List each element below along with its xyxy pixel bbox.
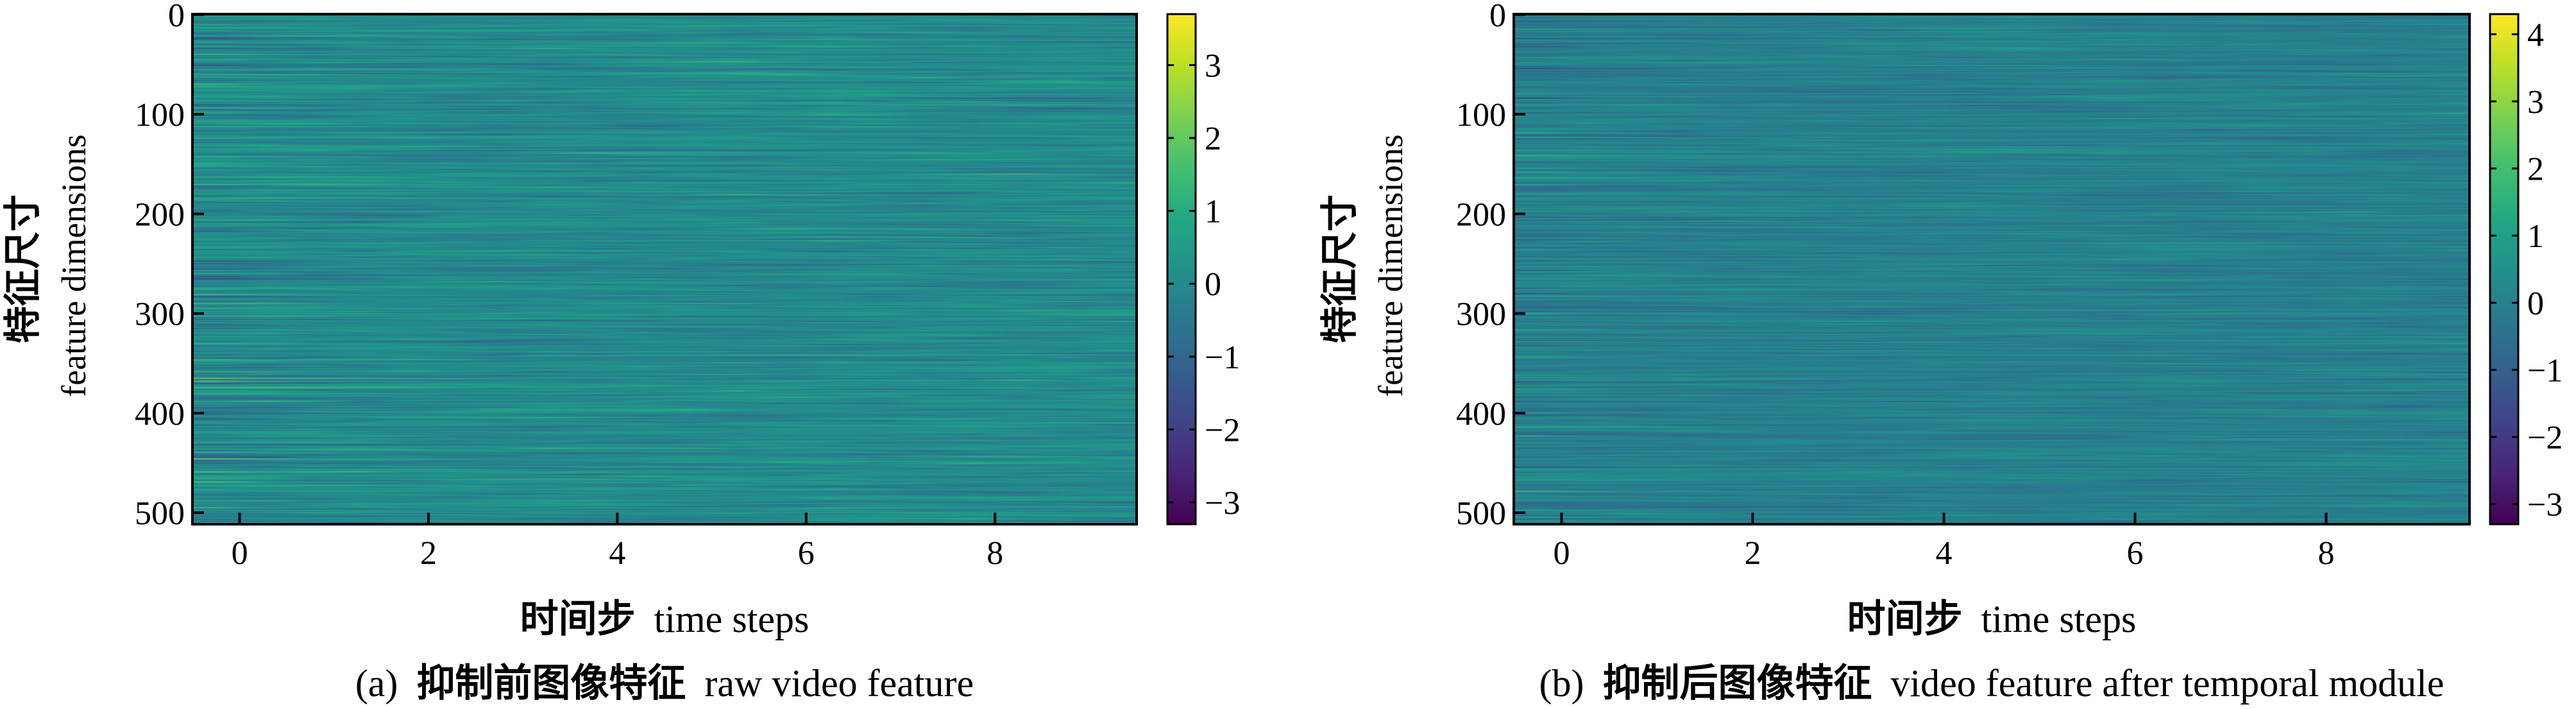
- colorbar-a: [1166, 13, 1197, 525]
- y-tick-label: 400: [1456, 396, 1506, 432]
- x-tick-label: 8: [2318, 535, 2335, 572]
- heatmap-panel-a: 0 2 4 6 8 0 100 200 300 400 500 特征尺寸 feature dime…: [2, 0, 1240, 705]
- x-axis-label-cn-b: 时间步: [1847, 598, 1963, 640]
- colorbar-tick-label: −1: [2527, 352, 2563, 389]
- y-axis-label-en-b: feature dimensions: [1371, 134, 1410, 397]
- x-tick-label: 6: [2127, 535, 2144, 572]
- heatmap-image-b: [1514, 14, 2470, 524]
- colorbar-tick-label: 1: [2527, 218, 2544, 255]
- colorbar-ticks-a: 3 2 1 0 −1 −2 −3: [1167, 48, 1240, 522]
- x-axis-label-en-b: time steps: [1981, 598, 2137, 640]
- x-tick-label: 8: [987, 535, 1003, 572]
- colorbar-tick-label: 2: [1205, 121, 1221, 157]
- caption-cn-b: 抑制后图像特征: [1603, 662, 1872, 705]
- heatmap-image-a: [192, 14, 1137, 524]
- caption-label-a: (a): [355, 662, 398, 705]
- x-axis-ticks-b: 0 2 4 6 8: [1554, 513, 2335, 572]
- colorbar-tick-label: −2: [1205, 412, 1240, 448]
- x-tick-label: 2: [420, 535, 437, 572]
- y-tick-label: 200: [1456, 196, 1506, 233]
- y-tick-label: 400: [135, 396, 185, 432]
- y-axis-label-en-a: feature dimensions: [55, 134, 93, 397]
- x-tick-label: 2: [1745, 535, 1761, 572]
- y-tick-label: 100: [1456, 97, 1506, 133]
- colorbar-tick-label: −3: [2527, 487, 2563, 524]
- x-tick-label: 0: [232, 535, 248, 572]
- x-tick-label: 4: [609, 535, 625, 572]
- x-axis-label-a: 时间步 time steps: [520, 598, 809, 640]
- colorbar-tick-label: 1: [1205, 194, 1221, 230]
- colorbar-tick-label: 3: [1205, 48, 1221, 85]
- caption-en-b: video feature after temporal module: [1891, 662, 2445, 705]
- y-tick-label: 300: [1456, 296, 1506, 333]
- y-tick-label: 0: [168, 0, 185, 34]
- y-tick-label: 200: [135, 196, 185, 233]
- y-tick-label: 0: [1489, 0, 1506, 34]
- caption-cn-a: 抑制前图像特征: [416, 662, 686, 705]
- caption-b: (b) 抑制后图像特征 video feature after temporal…: [1539, 662, 2445, 705]
- colorbar-tick-label: −2: [2527, 420, 2563, 456]
- colorbar-tick-label: 2: [2527, 151, 2544, 188]
- x-tick-label: 4: [1936, 535, 1953, 572]
- y-tick-label: 500: [1456, 495, 1506, 532]
- x-axis-label-b: 时间步 time steps: [1847, 598, 2137, 640]
- colorbar-tick-label: −3: [1205, 485, 1240, 522]
- y-tick-label: 300: [135, 296, 185, 333]
- colorbar-tick-label: 3: [2527, 84, 2544, 121]
- caption-a: (a) 抑制前图像特征 raw video feature: [355, 662, 974, 705]
- colorbar-tick-label: 4: [2527, 17, 2544, 53]
- y-axis-ticks-b: 0 100 200 300 400 500: [1456, 0, 1525, 532]
- plot-frame-a: [191, 13, 1138, 525]
- x-tick-label: 0: [1554, 535, 1570, 572]
- y-tick-label: 500: [135, 495, 185, 532]
- colorbar-tick-label: 0: [2527, 286, 2544, 322]
- caption-en-a: raw video feature: [704, 662, 974, 705]
- caption-label-b: (b): [1539, 662, 1584, 705]
- heatmap-panel-b: 0 2 4 6 8 0 100 200 300 400 500 特征尺寸 feature dime…: [1319, 0, 2563, 705]
- y-tick-label: 100: [135, 97, 185, 133]
- colorbar-b: [2489, 13, 2520, 525]
- y-axis-ticks-a: 0 100 200 300 400 500: [135, 0, 204, 532]
- x-axis-ticks-a: 0 2 4 6 8: [232, 513, 1003, 572]
- y-axis-label-cn-a: 特征尺寸: [2, 194, 44, 343]
- y-axis-label-cn-b: 特征尺寸: [1319, 194, 1360, 343]
- colorbar-ticks-b: 4 3 2 1 0 −1 −2 −3: [2490, 17, 2563, 524]
- colorbar-tick-label: −1: [1205, 339, 1240, 376]
- plot-frame-b: [1513, 13, 2471, 525]
- x-axis-label-en-a: time steps: [654, 598, 809, 640]
- x-tick-label: 6: [798, 535, 815, 572]
- colorbar-tick-label: 0: [1205, 266, 1221, 303]
- x-axis-label-cn-a: 时间步: [520, 598, 636, 640]
